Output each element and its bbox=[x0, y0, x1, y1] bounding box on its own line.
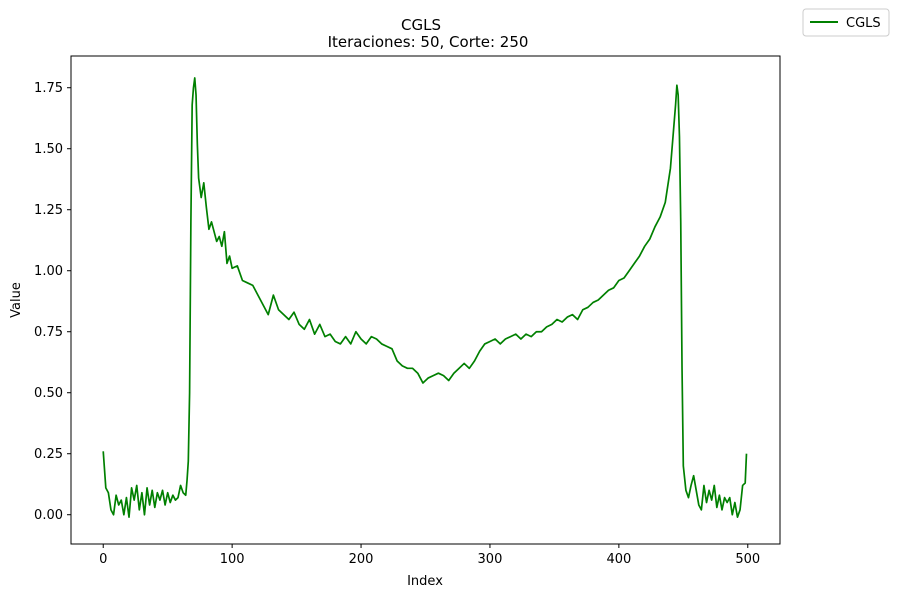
legend: CGLS bbox=[802, 8, 890, 37]
series-layer bbox=[102, 77, 748, 519]
series-line-cgls bbox=[102, 77, 748, 519]
x-tick-label: 400 bbox=[606, 552, 631, 567]
y-tick-label: 1.25 bbox=[34, 203, 63, 218]
y-tick-label: 1.75 bbox=[34, 81, 63, 96]
legend-label-cgls: CGLS bbox=[846, 16, 881, 31]
x-tick-label: 0 bbox=[99, 552, 107, 567]
x-tick-label: 100 bbox=[220, 552, 245, 567]
legend-box bbox=[802, 8, 890, 37]
y-axis-label: Value bbox=[9, 282, 24, 318]
y-tick-label: 0.50 bbox=[34, 386, 63, 401]
plot-frame bbox=[70, 55, 781, 545]
y-axis: 0.00 0.25 0.50 0.75 1.00 1.25 1.50 1.75 bbox=[34, 81, 71, 523]
plot-area: 0 100 200 300 400 500 0.00 0.25 0.50 0.75 1.00 1.2… bbox=[34, 55, 781, 567]
x-axis: 0 100 200 300 400 500 bbox=[99, 544, 760, 567]
y-tick-label: 0.75 bbox=[34, 325, 63, 340]
y-tick-label: 0.00 bbox=[34, 508, 63, 523]
x-axis-label: Index bbox=[407, 574, 443, 589]
x-tick-label: 500 bbox=[735, 552, 760, 567]
y-tick-label: 0.25 bbox=[34, 447, 63, 462]
chart-subtitle: Iteraciones: 50, Corte: 250 bbox=[328, 33, 529, 51]
y-tick-label: 1.00 bbox=[34, 264, 63, 279]
y-tick-label: 1.50 bbox=[34, 142, 63, 157]
x-tick-label: 300 bbox=[478, 552, 503, 567]
x-tick-label: 200 bbox=[349, 552, 374, 567]
chart-title: CGLS bbox=[401, 16, 441, 34]
